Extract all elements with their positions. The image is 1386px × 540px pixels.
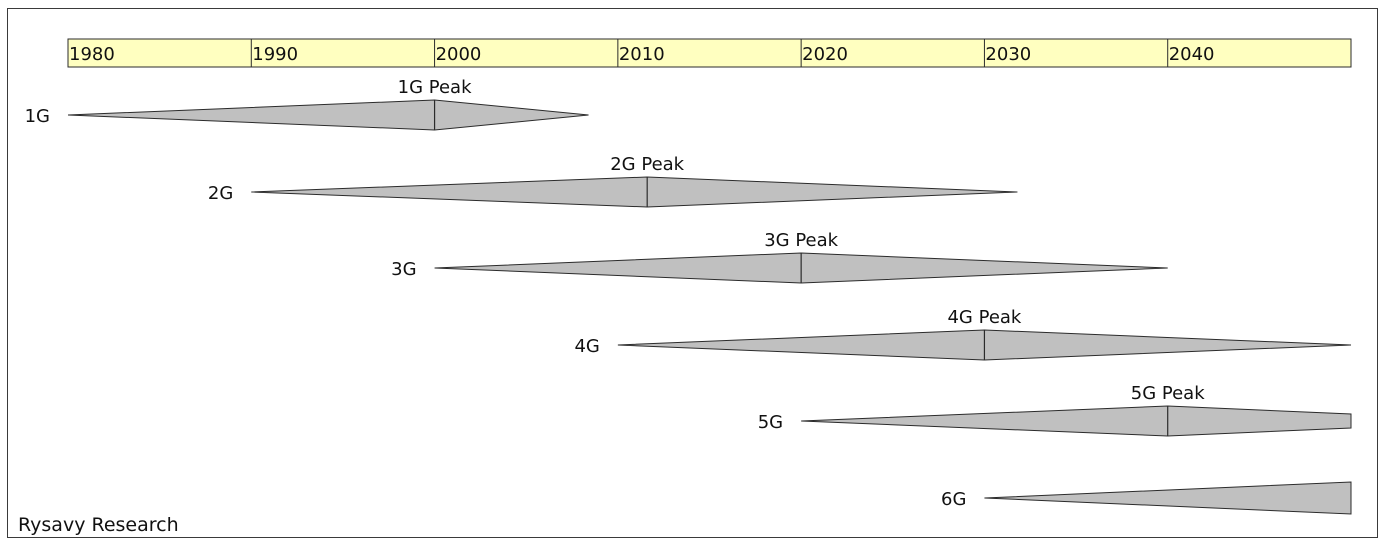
generation-label: 5G: [758, 412, 783, 433]
generation-label: 1G: [25, 106, 50, 127]
timeline-year-label: 2000: [436, 44, 482, 65]
timeline-year-label: 2020: [802, 44, 848, 65]
timeline-year-label: 2010: [619, 44, 665, 65]
peak-label: 4G Peak: [947, 307, 1021, 328]
year-timeline-bar: 1980 1990 2000 2010 2020 2030 2040: [67, 38, 1352, 68]
generation-label: 3G: [391, 259, 416, 280]
lifecycle-shape: [801, 405, 1352, 437]
generation-5g-row: 5G Peak 5G: [758, 383, 1352, 437]
lifecycle-shape: [984, 481, 1352, 515]
timeline-background: [67, 38, 1352, 68]
generation-2g-row: 2G Peak 2G: [208, 154, 1018, 208]
diagram-frame: [7, 8, 1378, 538]
peak-label: 2G Peak: [610, 154, 684, 175]
source-credit: Rysavy Research: [18, 514, 179, 536]
lifecycle-shape: [67, 99, 589, 131]
generation-label: 2G: [208, 183, 233, 204]
peak-label: 1G Peak: [398, 77, 472, 98]
lifecycle-shape: [251, 176, 1018, 208]
generation-label: 4G: [574, 336, 599, 357]
peak-label: 3G Peak: [764, 230, 838, 251]
generation-3g-row: 3G Peak 3G: [391, 230, 1168, 284]
timeline-year-label: 1980: [69, 44, 115, 65]
peak-label: 5G Peak: [1131, 383, 1205, 404]
generation-lifecycles: 1G Peak 1G 2G Peak 2G 3G Peak 3G 4G Peak 4G 5G P…: [25, 77, 1352, 515]
timeline-year-label: 2030: [985, 44, 1031, 65]
generation-label: 6G: [941, 489, 966, 510]
timeline-year-label: 1990: [252, 44, 298, 65]
generation-1g-row: 1G Peak 1G: [25, 77, 589, 131]
timeline-year-label: 2040: [1169, 44, 1215, 65]
generation-4g-row: 4G Peak 4G: [574, 307, 1352, 361]
generation-6g-row: 6G: [941, 481, 1352, 515]
